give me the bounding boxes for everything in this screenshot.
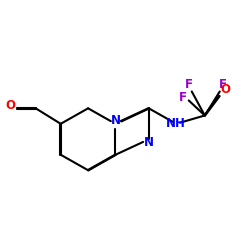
Text: O: O	[220, 83, 230, 96]
Text: F: F	[185, 78, 193, 91]
Text: F: F	[179, 91, 187, 104]
Text: N: N	[110, 114, 120, 128]
Text: NH: NH	[166, 117, 186, 130]
Text: F: F	[218, 78, 226, 91]
Text: N: N	[144, 136, 154, 149]
Text: O: O	[6, 100, 16, 112]
